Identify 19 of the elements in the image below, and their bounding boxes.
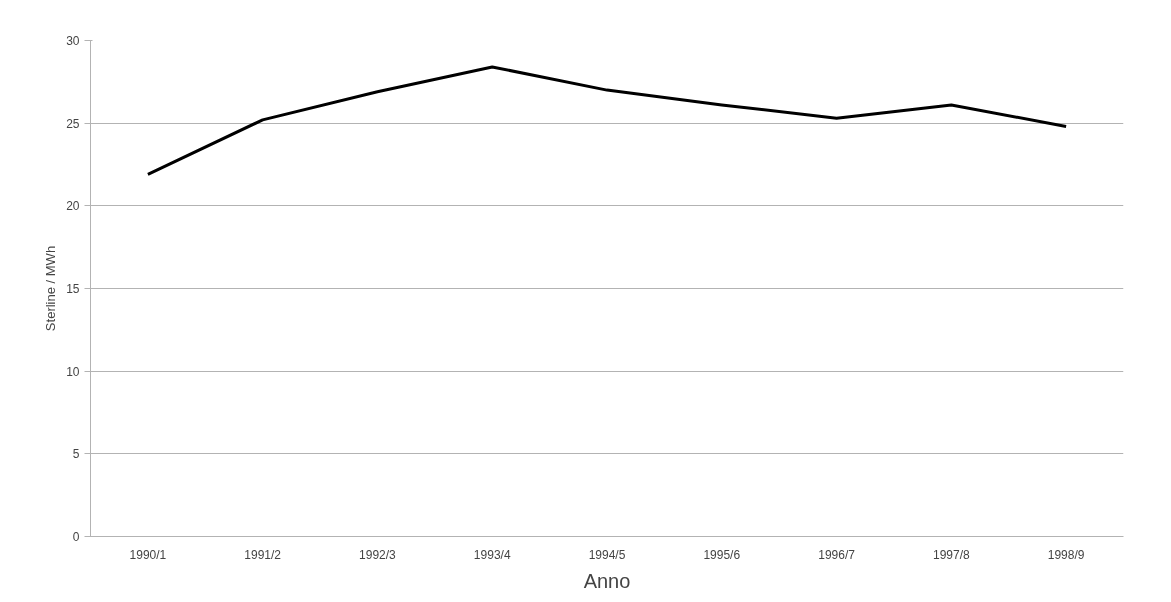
y-tick-label: 5 [72, 447, 80, 462]
x-tick-label: 1997/8 [932, 547, 971, 562]
y-tick-label: 30 [66, 34, 80, 48]
line-series [146, 65, 1068, 176]
y-tick-label: 25 [66, 116, 80, 131]
y-tick-label: 0 [72, 530, 80, 544]
y-tick-label: 10 [66, 364, 80, 379]
x-tick-label: 1994/5 [588, 547, 626, 562]
x-tick-label: 1992/3 [359, 547, 397, 562]
y-axis-title: Sterline / MWh [43, 245, 59, 332]
x-tick-label: 1990/1 [129, 547, 167, 562]
x-tick-label: 1991/2 [244, 547, 282, 562]
x-tick-label: 1996/7 [818, 547, 856, 562]
x-axis-title: Anno [583, 569, 631, 592]
y-tick-label: 20 [66, 199, 80, 214]
x-tick-label: 1998/9 [1047, 547, 1085, 562]
x-tick-label: 1995/6 [703, 547, 741, 562]
x-tick-label: 1993/4 [473, 547, 511, 562]
y-tick-label: 15 [66, 282, 80, 296]
